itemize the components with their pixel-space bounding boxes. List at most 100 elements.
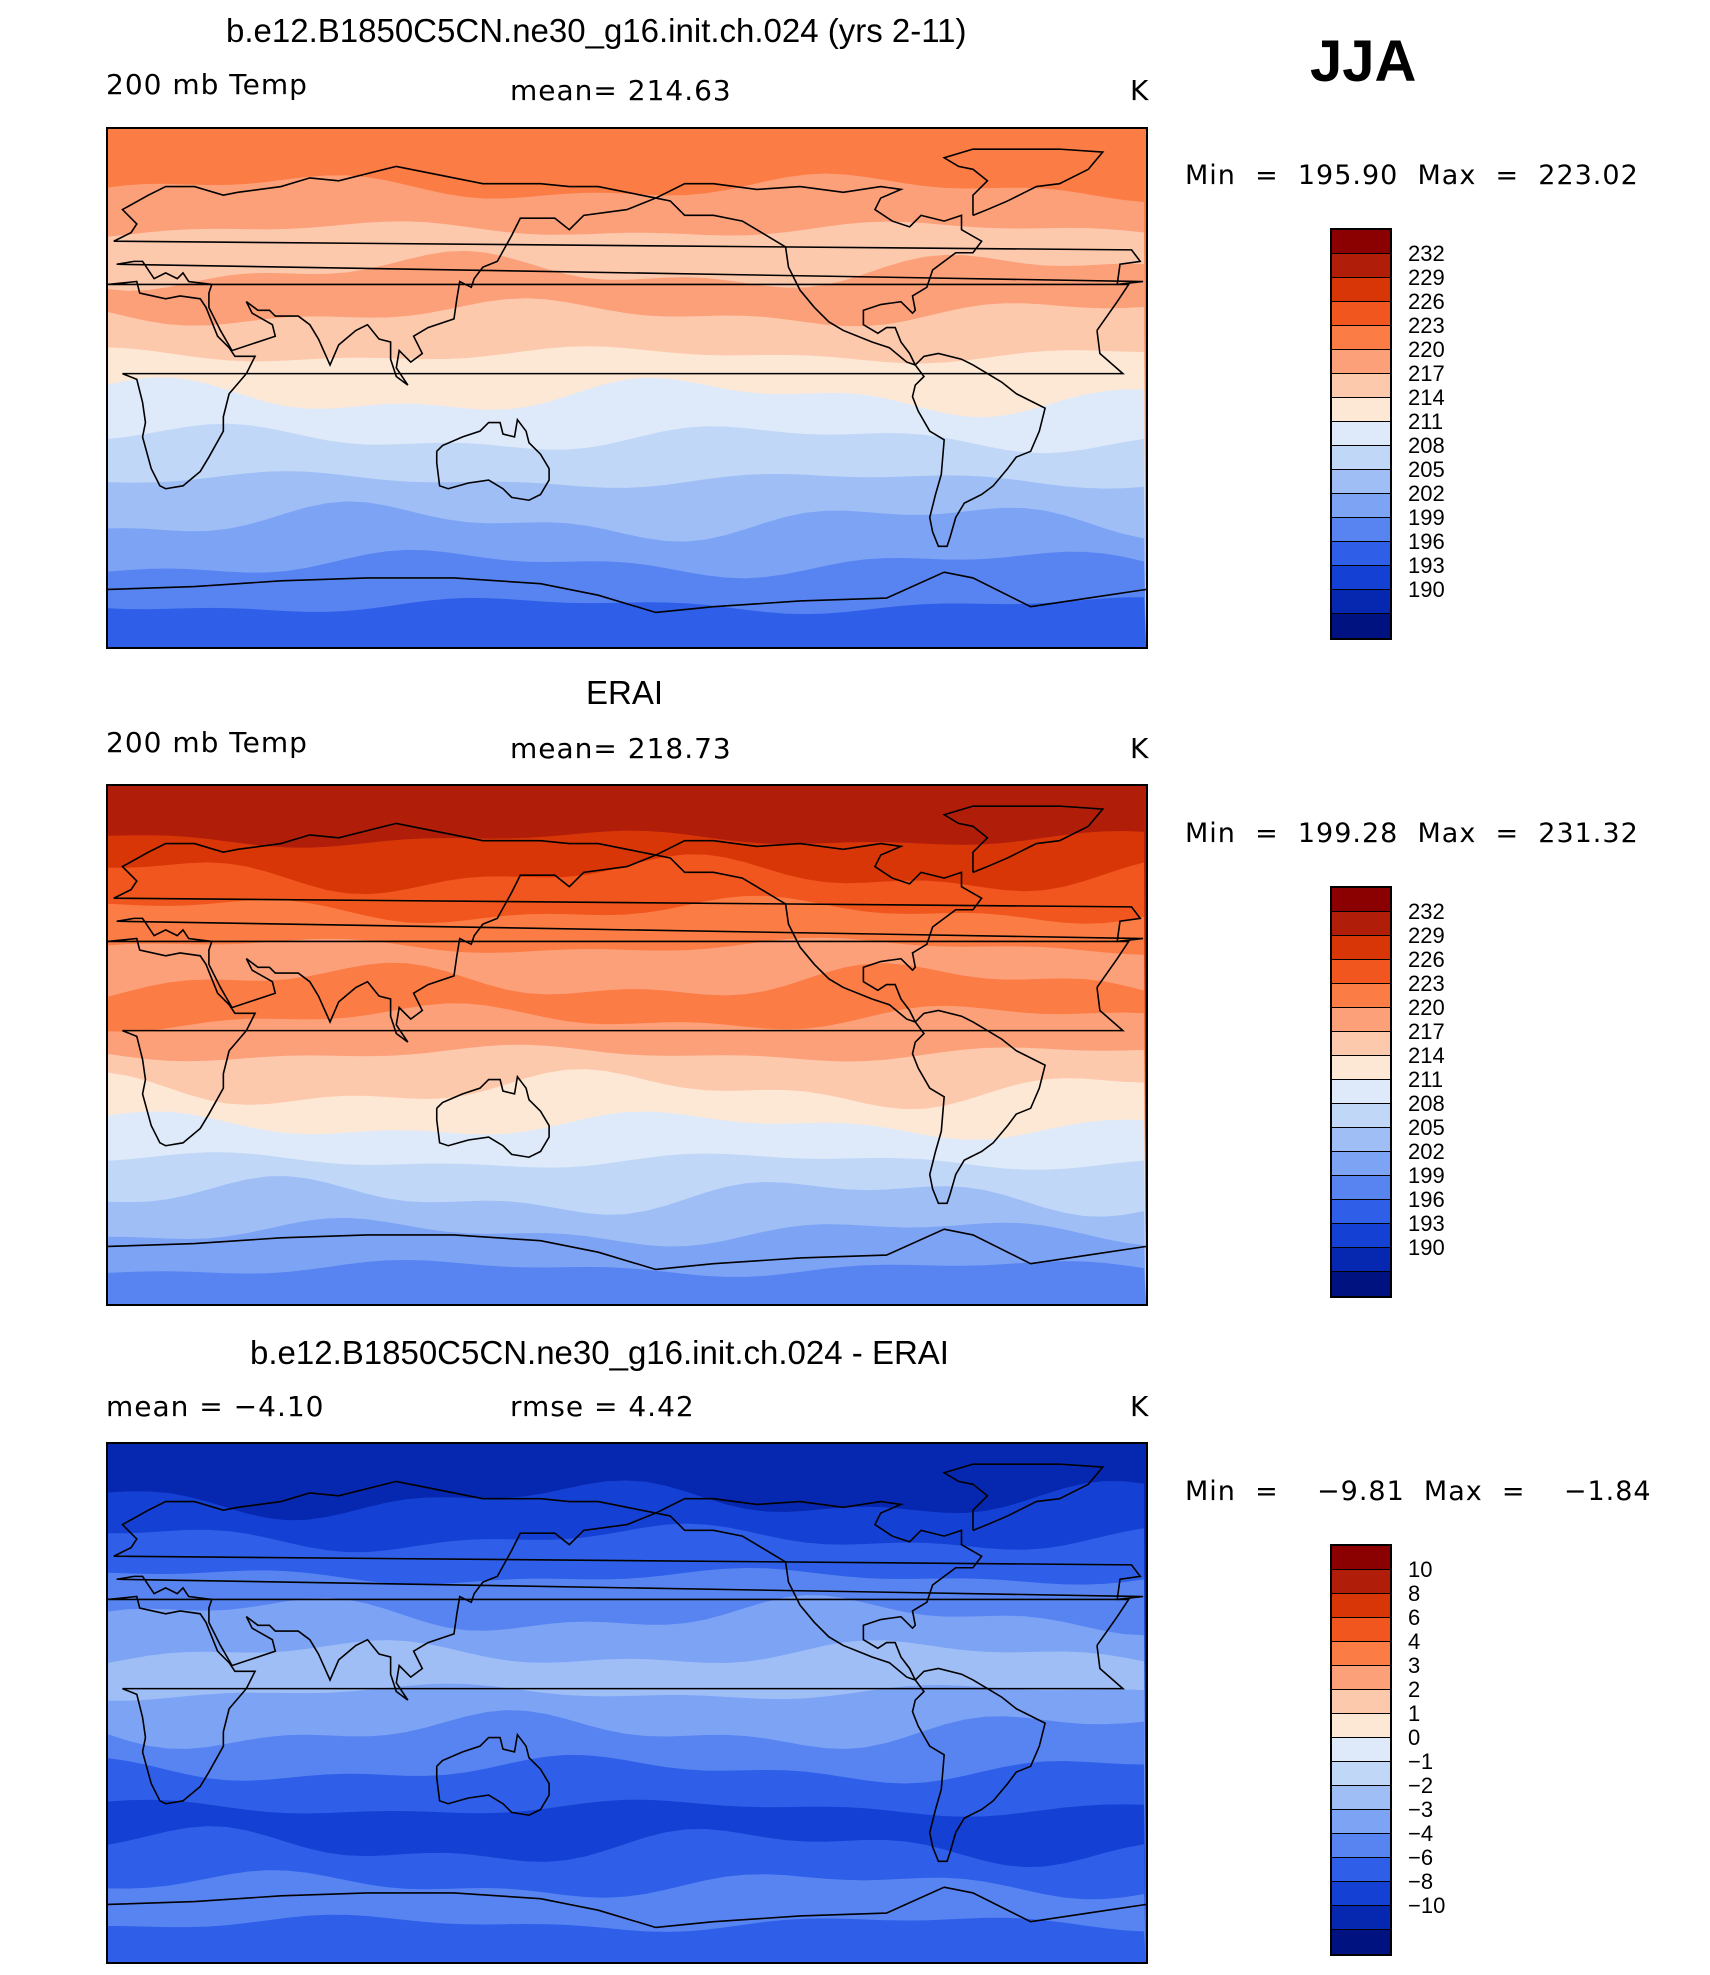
colorbar-tick-label: 196	[1408, 1187, 1445, 1212]
colorbar-swatch	[1332, 1176, 1390, 1200]
colorbar-tick-label: −1	[1408, 1749, 1434, 1774]
colorbar-tick-label: −4	[1408, 1821, 1434, 1846]
colorbar-swatch	[1332, 590, 1390, 614]
map-plot	[108, 786, 1146, 1304]
coastline	[911, 1009, 1047, 1205]
colorbar-tick-label: −3	[1408, 1797, 1434, 1822]
colorbar-swatch	[1332, 1152, 1390, 1176]
colorbar-swatch	[1332, 1762, 1390, 1786]
coastline	[108, 571, 1146, 614]
panel-3-colorbar	[1330, 1544, 1392, 1956]
colorbar-tick-label: 3	[1408, 1653, 1421, 1678]
colorbar-tick-label: 211	[1408, 1067, 1444, 1092]
contour-band	[108, 597, 1146, 647]
coastline	[911, 352, 1047, 548]
coastline	[655, 839, 983, 1024]
colorbar-swatch	[1332, 936, 1390, 960]
colorbar-swatch	[1332, 1128, 1390, 1152]
colorbar-swatch	[1332, 1056, 1390, 1080]
colorbar-swatch	[1332, 1080, 1390, 1104]
colorbar-tick-label: 8	[1408, 1581, 1421, 1606]
colorbar-tick-label: 214	[1408, 385, 1445, 410]
panel-2-title: ERAI	[586, 674, 664, 711]
coastline	[113, 1480, 1144, 1701]
colorbar-tick-label: 223	[1408, 313, 1445, 338]
panel-1-mean: mean= 214.63	[510, 74, 732, 107]
colorbar-tick-label: −2	[1408, 1773, 1434, 1798]
panel-3-minmax: Min = −9.81 Max = −1.84	[1185, 1476, 1652, 1507]
panel-1-variable-label: 200 mb Temp	[106, 68, 308, 101]
colorbar-swatch	[1332, 1810, 1390, 1834]
colorbar-tick-label: 208	[1408, 1091, 1445, 1116]
panel-3-title: b.e12.B1850C5CN.ne30_g16.init.ch.024 - E…	[250, 1334, 949, 1371]
colorbar-swatch	[1332, 1882, 1390, 1906]
panel-3-rmse: rmse = 4.42	[510, 1390, 695, 1423]
colorbar-tick-label: 10	[1408, 1557, 1433, 1582]
colorbar-tick-label: 1	[1408, 1701, 1421, 1726]
colorbar-swatch	[1332, 1834, 1390, 1858]
colorbar-tick-label: 232	[1408, 899, 1445, 924]
panel-2-minmax: Min = 199.28 Max = 231.32	[1185, 818, 1639, 849]
colorbar-swatch	[1332, 1272, 1390, 1296]
panel-3-map	[106, 1442, 1148, 1964]
coastline	[108, 937, 1131, 1147]
colorbar-swatch	[1332, 326, 1390, 350]
colorbar-tick-label: 220	[1408, 337, 1445, 362]
season-label: JJA	[1310, 29, 1417, 94]
colorbar-swatch	[1332, 1690, 1390, 1714]
colorbar-tick-label: 226	[1408, 947, 1445, 972]
colorbar-swatch	[1332, 494, 1390, 518]
colorbar-swatch	[1332, 1642, 1390, 1666]
colorbar-tick-label: 232	[1408, 241, 1445, 266]
colorbar-swatch	[1332, 422, 1390, 446]
colorbar-tick-label: 205	[1408, 457, 1445, 482]
colorbar-tick-label: 2	[1408, 1677, 1421, 1702]
colorbar-swatch	[1332, 566, 1390, 590]
coastline	[435, 1732, 550, 1817]
colorbar-swatch	[1332, 1104, 1390, 1128]
contour-band	[108, 1259, 1146, 1304]
colorbar-swatch	[1332, 518, 1390, 542]
colorbar-swatch	[1332, 374, 1390, 398]
colorbar-swatch	[1332, 1666, 1390, 1690]
colorbar-swatch	[1332, 1032, 1390, 1056]
coastline	[108, 1886, 1146, 1929]
panel-1-colorbar	[1330, 228, 1392, 640]
panel-2-mean: mean= 218.73	[510, 732, 732, 765]
coastline	[942, 805, 1105, 874]
colorbar-swatch	[1332, 1906, 1390, 1930]
coastline	[113, 822, 1144, 1043]
colorbar-tick-label: 217	[1408, 1019, 1445, 1044]
colorbar-tick-label: 202	[1408, 1139, 1445, 1164]
panel-2-units: K	[1130, 732, 1150, 765]
colorbar-tick-label: −8	[1408, 1869, 1434, 1894]
colorbar-tick-label: 211	[1408, 409, 1444, 434]
colorbar-swatch	[1332, 1248, 1390, 1272]
colorbar-tick-label: 217	[1408, 361, 1445, 386]
panel-3-mean: mean = −4.10	[106, 1390, 325, 1423]
colorbar-tick-label: 4	[1408, 1629, 1421, 1654]
colorbar-tick-label: 193	[1408, 1211, 1445, 1236]
colorbar-tick-label: 229	[1408, 265, 1445, 290]
colorbar-swatch	[1332, 1930, 1390, 1954]
colorbar-tick-label: 205	[1408, 1115, 1445, 1140]
colorbar-swatch	[1332, 912, 1390, 936]
colorbar-tick-label: 202	[1408, 481, 1445, 506]
colorbar-tick-label: 190	[1408, 577, 1445, 602]
colorbar-tick-label: 208	[1408, 433, 1445, 458]
panel-3-units: K	[1130, 1390, 1150, 1423]
colorbar-swatch	[1332, 542, 1390, 566]
colorbar-swatch	[1332, 398, 1390, 422]
panel-1-minmax: Min = 195.90 Max = 223.02	[1185, 160, 1639, 191]
colorbar-tick-label: 199	[1408, 505, 1445, 530]
coastline	[435, 1074, 550, 1159]
coastline	[108, 280, 1131, 490]
colorbar-swatch	[1332, 278, 1390, 302]
coastline	[655, 182, 983, 367]
coastline	[942, 1463, 1105, 1532]
colorbar-swatch	[1332, 984, 1390, 1008]
colorbar-swatch	[1332, 1008, 1390, 1032]
colorbar-swatch	[1332, 1714, 1390, 1738]
coastline	[942, 148, 1105, 217]
colorbar-swatch	[1332, 1224, 1390, 1248]
